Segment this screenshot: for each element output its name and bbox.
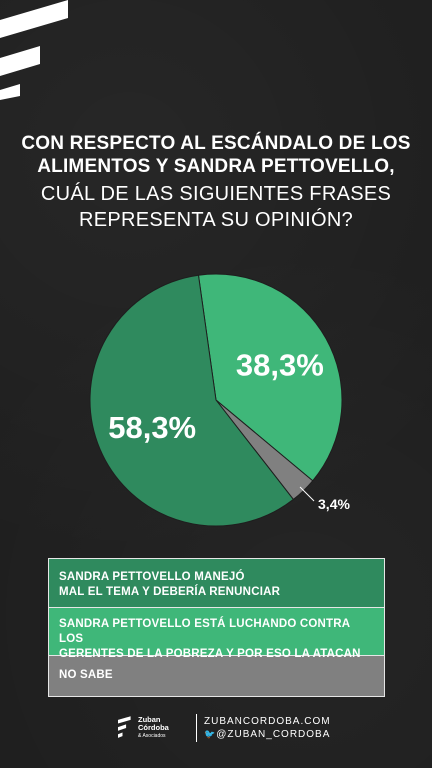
title-line-1: CON RESPECTO AL ESCÁNDALO DE LOS xyxy=(21,133,411,154)
legend-item-renunciar-line-2: MAL EL TEMA Y DEBERÍA RENUNCIAR xyxy=(59,586,281,598)
legend-item-luchando: SANDRA PETTOVELLO ESTÁ LUCHANDO CONTRA L… xyxy=(48,608,385,660)
twitter-bird-icon: 🐦 xyxy=(204,729,217,739)
footer-handles: ZUBANCORDOBA.COM 🐦@ZUBAN_CORDOBA xyxy=(204,715,331,741)
brand-line-1: Zuban xyxy=(138,715,161,724)
twitter-handle-row[interactable]: 🐦@ZUBAN_CORDOBA xyxy=(204,728,331,741)
chart-title: CON RESPECTO AL ESCÁNDALO DE LOS ALIMENT… xyxy=(20,132,412,232)
footer: Zuban Córdoba & Asociados ZUBANCORDOBA.C… xyxy=(0,708,432,748)
legend-item-no-sabe-label: NO SABE xyxy=(59,669,113,681)
legend-item-renunciar: SANDRA PETTOVELLO MANEJÓ MAL EL TEMA Y D… xyxy=(48,558,385,608)
twitter-handle: @ZUBAN_CORDOBA xyxy=(216,729,331,740)
brand-line-2: Córdoba xyxy=(138,723,169,732)
brand-name: Zuban Córdoba & Asociados xyxy=(138,716,169,740)
legend-item-luchando-line-2: GERENTES DE LA POBREZA Y POR ESO LA ATAC… xyxy=(59,648,361,660)
title-line-2: ALIMENTOS Y SANDRA PETTOVELLO, xyxy=(37,156,395,177)
legend-item-luchando-line-1: SANDRA PETTOVELLO ESTÁ LUCHANDO CONTRA L… xyxy=(59,618,350,645)
pie-label-2: 3,4% xyxy=(318,496,350,512)
website-link[interactable]: ZUBANCORDOBA.COM xyxy=(204,716,331,727)
pie-label-leader-line xyxy=(299,486,315,502)
legend-item-renunciar-line-1: SANDRA PETTOVELLO MANEJÓ xyxy=(59,571,245,583)
pie-label-1: 38,3% xyxy=(236,347,324,382)
logo-stripes-decoration xyxy=(0,0,68,100)
title-line-4: REPRESENTA SU OPINIÓN? xyxy=(78,209,354,231)
brand-sub: & Asociados xyxy=(138,733,166,739)
pie-label-0: 58,3% xyxy=(108,410,196,445)
pie-chart: 38,3% 3,4% 58,3% xyxy=(89,273,350,527)
zuban-cordoba-logo-icon xyxy=(118,716,131,738)
pie-slice-1 xyxy=(197,273,343,482)
legend-item-no-sabe: NO SABE xyxy=(48,656,385,697)
title-line-3: CUÁL DE LAS SIGUIENTES FRASES xyxy=(40,183,392,205)
legend: SANDRA PETTOVELLO MANEJÓ MAL EL TEMA Y D… xyxy=(48,558,385,697)
pie-slice-0 xyxy=(89,274,295,527)
footer-divider xyxy=(196,714,197,742)
